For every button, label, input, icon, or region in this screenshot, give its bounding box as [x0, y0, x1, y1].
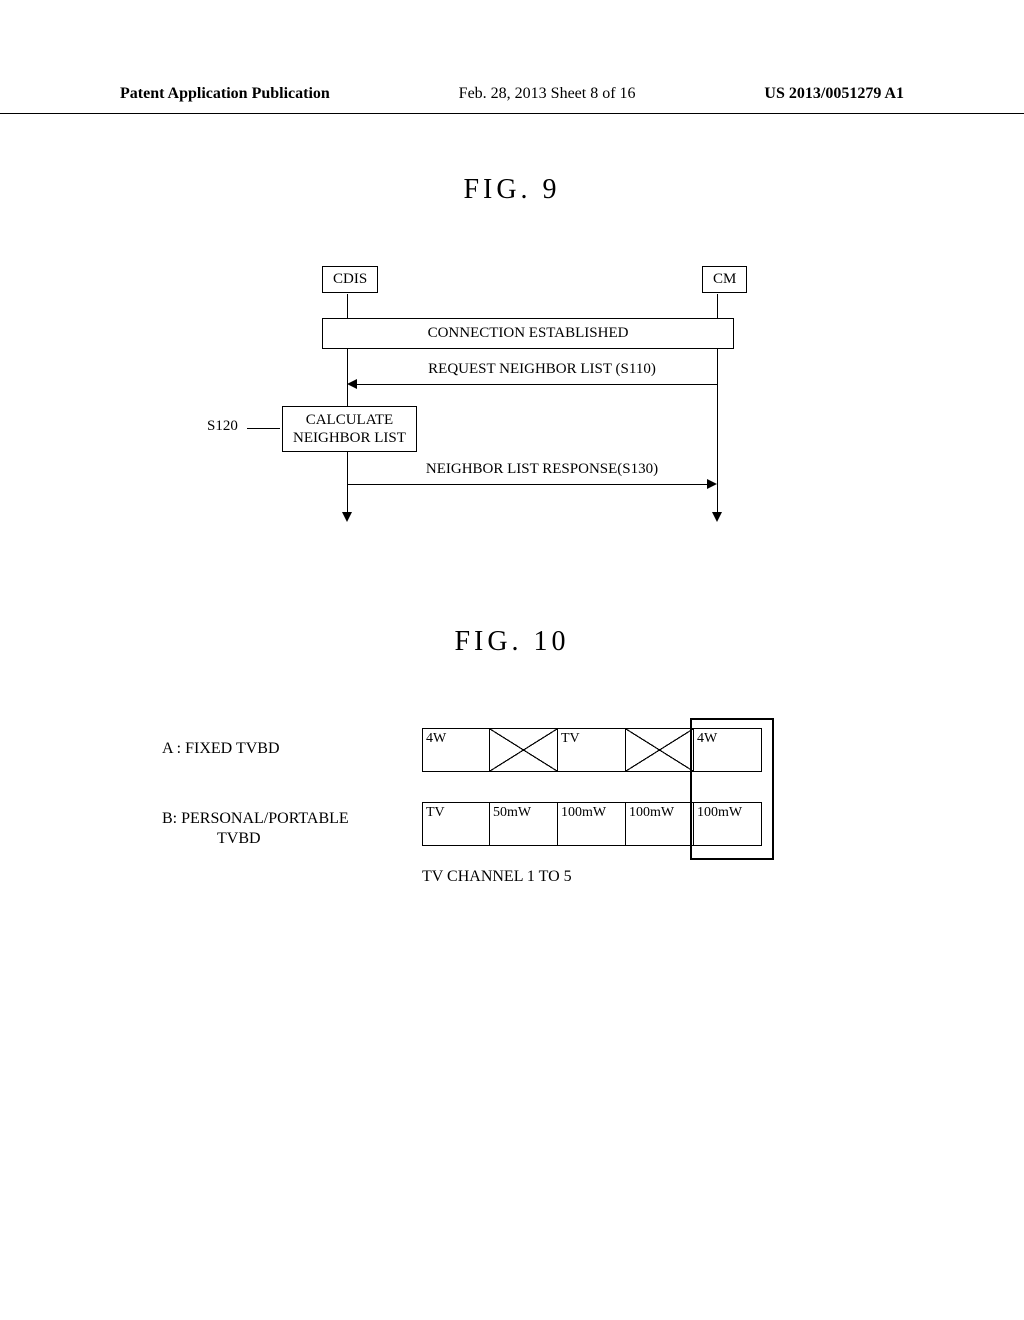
fig10-rowB-cell2: 50mW	[490, 802, 558, 846]
fig10-rowA-cell2	[490, 728, 558, 772]
fig9-lifeline-cm-top	[717, 294, 718, 318]
fig9-response-arrow-head	[707, 479, 717, 489]
fig10-rowB-cell1: TV	[422, 802, 490, 846]
fig9-diagram: CDIS CM CONNECTION ESTABLISHED REQUEST N…	[262, 266, 762, 526]
fig9-lifeline-cdis-top	[347, 294, 348, 318]
header-center: Feb. 28, 2013 Sheet 8 of 16	[459, 85, 636, 103]
fig9-cm-box: CM	[702, 266, 747, 293]
fig10-rowB-label2: TVBD	[217, 830, 261, 848]
fig9-lifeline-cm	[717, 348, 718, 512]
page-header: Patent Application Publication Feb. 28, …	[0, 0, 1024, 114]
header-left: Patent Application Publication	[120, 85, 330, 103]
fig10-rowA-cell1: 4W	[422, 728, 490, 772]
fig9-calc-line2: NEIGHBOR LIST	[293, 430, 406, 446]
fig10-caption: TV CHANNEL 1 TO 5	[422, 868, 572, 886]
fig9-s120-connector	[247, 428, 280, 429]
fig9-title: FIG. 9	[0, 174, 1024, 206]
fig10-rowA-cell4	[626, 728, 694, 772]
fig9-calculate-box: CALCULATE NEIGHBOR LIST	[282, 406, 417, 452]
fig9-lifeline-cm-end-arrow	[712, 512, 722, 522]
fig9-lifeline-cdis-mid	[347, 348, 348, 406]
fig9-s120-label: S120	[207, 418, 238, 435]
fig9-lifeline-cdis-end-arrow	[342, 512, 352, 522]
fig9-request-arrow-head	[347, 379, 357, 389]
fig10-rowA-cell3: TV	[558, 728, 626, 772]
header-right: US 2013/0051279 A1	[764, 85, 904, 103]
fig10-rowA-label: A : FIXED TVBD	[162, 740, 280, 758]
fig9-connection-bar: CONNECTION ESTABLISHED	[322, 318, 734, 349]
fig10-diagram: A : FIXED TVBD B: PERSONAL/PORTABLE TVBD…	[162, 718, 862, 958]
fig10-rowB-cell3: 100mW	[558, 802, 626, 846]
fig10-title: FIG. 10	[0, 626, 1024, 658]
fig9-cdis-box: CDIS	[322, 266, 378, 293]
fig9-lifeline-cdis-bot	[347, 452, 348, 512]
fig9-response-label: NEIGHBOR LIST RESPONSE(S130)	[402, 461, 682, 478]
fig9-calc-line1: CALCULATE	[306, 412, 394, 428]
fig9-response-arrow-line	[347, 484, 707, 485]
fig10-rowB-cell4: 100mW	[626, 802, 694, 846]
fig10-highlight	[690, 718, 774, 860]
fig9-request-arrow-line	[357, 384, 717, 385]
fig10-rowB-label1: B: PERSONAL/PORTABLE	[162, 810, 349, 828]
fig9-request-label: REQUEST NEIGHBOR LIST (S110)	[402, 361, 682, 378]
